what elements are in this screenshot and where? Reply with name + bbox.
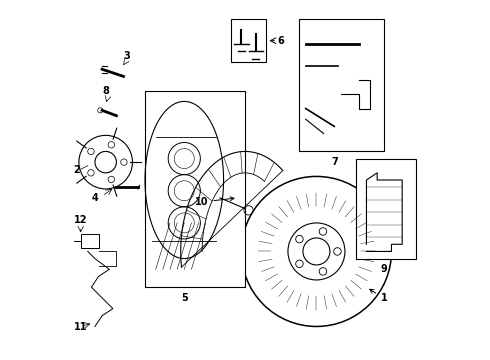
Text: 10: 10 (195, 197, 234, 207)
Text: 11: 11 (74, 322, 87, 332)
Bar (145, 91, 245, 287)
Text: 9: 9 (381, 264, 388, 274)
Text: 4: 4 (92, 193, 98, 203)
Text: 6: 6 (277, 36, 284, 46)
Text: 2: 2 (74, 165, 80, 175)
Text: 5: 5 (181, 293, 188, 303)
Text: 12: 12 (74, 215, 87, 225)
Bar (356, 158, 416, 258)
Bar (231, 19, 267, 62)
Text: 7: 7 (331, 157, 338, 167)
Text: 3: 3 (123, 50, 130, 60)
Text: 8: 8 (102, 86, 109, 96)
Bar (298, 19, 384, 152)
Text: 1: 1 (370, 289, 388, 303)
